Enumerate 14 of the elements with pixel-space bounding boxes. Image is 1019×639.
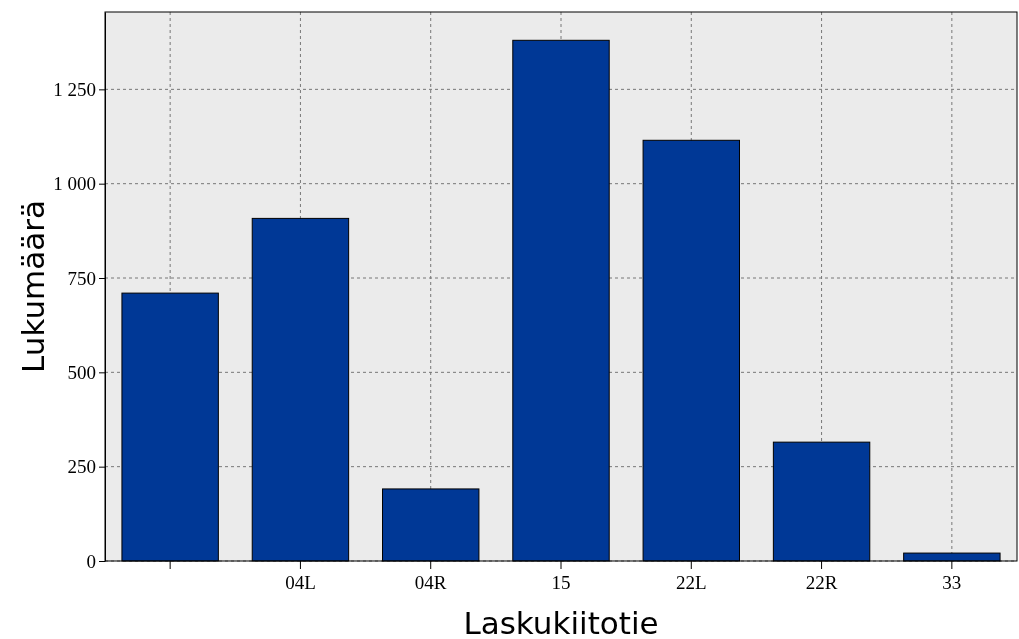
y-tick-label: 250 bbox=[67, 456, 96, 478]
y-tick-label: 1 000 bbox=[53, 173, 96, 195]
x-tick-label: 04L bbox=[285, 572, 316, 594]
x-tick-label: 04R bbox=[414, 572, 447, 594]
y-tick-label: 1 250 bbox=[53, 78, 96, 100]
y-tick-label: 0 bbox=[86, 550, 96, 572]
y-tick-label: 500 bbox=[67, 361, 96, 383]
x-tick-label: 15 bbox=[551, 572, 571, 594]
x-tick-label: 22L bbox=[675, 572, 707, 594]
x-axis-title: Laskukiitotie bbox=[463, 605, 659, 639]
x-tick-label: 33 bbox=[942, 572, 962, 594]
x-tick-label: 22R bbox=[805, 572, 838, 594]
y-tick-label: 750 bbox=[67, 267, 96, 289]
y-axis-title: Lukumäärä bbox=[15, 200, 51, 373]
